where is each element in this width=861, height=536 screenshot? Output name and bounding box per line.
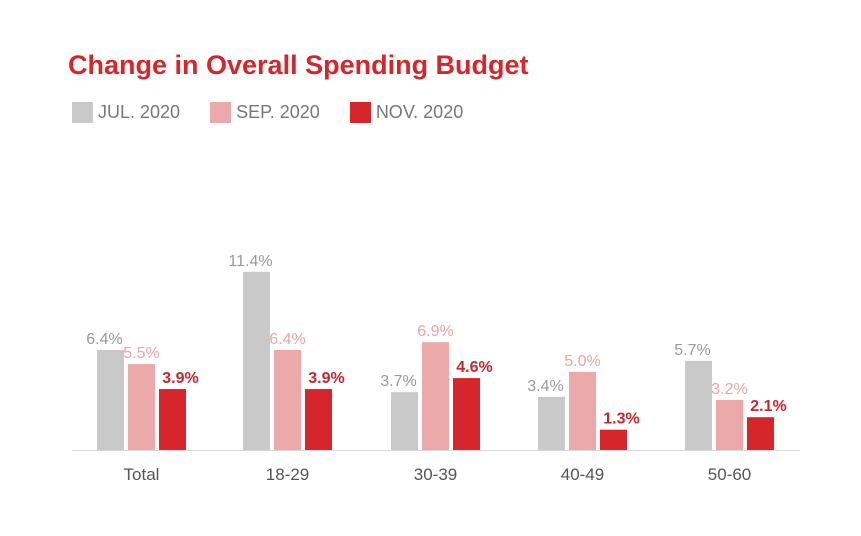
data-label-50-60-nov-2020: 2.1% bbox=[750, 398, 786, 415]
category-label-total: Total bbox=[124, 465, 160, 484]
data-label-total-jul-2020: 6.4% bbox=[86, 331, 122, 348]
bar-40-49-nov-2020 bbox=[600, 429, 627, 450]
legend-swatch-sep-2020 bbox=[210, 102, 232, 123]
legend-label-nov-2020: NOV. 2020 bbox=[375, 102, 464, 122]
data-label-18-29-sep-2020: 6.4% bbox=[269, 331, 305, 348]
data-label-total-sep-2020: 5.5% bbox=[123, 345, 159, 362]
category-label-30-39: 30-39 bbox=[414, 465, 457, 484]
bar-18-29-jul-2020 bbox=[243, 271, 270, 450]
bar-50-60-sep-2020 bbox=[716, 399, 743, 450]
legend-swatch-nov-2020 bbox=[349, 102, 371, 123]
data-label-30-39-nov-2020: 4.6% bbox=[456, 359, 492, 376]
data-label-40-49-jul-2020: 3.4% bbox=[527, 378, 563, 395]
category-label-18-29: 18-29 bbox=[266, 465, 309, 484]
bar-40-49-sep-2020 bbox=[569, 371, 596, 450]
data-label-40-49-nov-2020: 1.3% bbox=[603, 411, 639, 428]
category-label-50-60: 50-60 bbox=[708, 465, 751, 484]
data-label-18-29-jul-2020: 11.4% bbox=[228, 253, 272, 270]
legend-label-jul-2020: JUL. 2020 bbox=[98, 102, 181, 122]
data-label-30-39-jul-2020: 3.7% bbox=[380, 373, 416, 390]
legend-swatch-jul-2020 bbox=[72, 102, 93, 123]
bar-30-39-jul-2020 bbox=[391, 392, 418, 450]
bar-40-49-jul-2020 bbox=[538, 396, 565, 450]
bar-18-29-nov-2020 bbox=[305, 389, 332, 450]
data-label-50-60-sep-2020: 3.2% bbox=[711, 381, 747, 398]
legend-label-sep-2020: SEP. 2020 bbox=[236, 102, 320, 122]
data-label-40-49-sep-2020: 5.0% bbox=[564, 353, 600, 370]
bar-50-60-nov-2020 bbox=[747, 417, 774, 450]
data-label-18-29-nov-2020: 3.9% bbox=[308, 370, 344, 387]
legend-item-nov-2020: NOV. 2020 bbox=[349, 102, 464, 123]
chart-title: Change in Overall Spending Budget bbox=[68, 50, 529, 80]
category-label-40-49: 40-49 bbox=[561, 465, 604, 484]
data-label-50-60-jul-2020: 5.7% bbox=[674, 342, 710, 359]
bar-30-39-nov-2020 bbox=[453, 378, 480, 450]
bar-50-60-jul-2020 bbox=[685, 360, 712, 450]
bar-total-nov-2020 bbox=[159, 389, 186, 450]
bar-total-jul-2020 bbox=[97, 349, 124, 450]
data-label-total-nov-2020: 3.9% bbox=[162, 370, 198, 387]
legend: JUL. 2020 SEP. 2020 NOV. 2020 bbox=[72, 102, 493, 123]
bar-30-39-sep-2020 bbox=[422, 342, 449, 450]
legend-item-sep-2020: SEP. 2020 bbox=[210, 102, 320, 123]
bar-total-sep-2020 bbox=[128, 364, 155, 450]
data-label-30-39-sep-2020: 6.9% bbox=[417, 323, 453, 340]
bar-18-29-sep-2020 bbox=[274, 349, 301, 450]
legend-item-jul-2020: JUL. 2020 bbox=[72, 102, 180, 123]
